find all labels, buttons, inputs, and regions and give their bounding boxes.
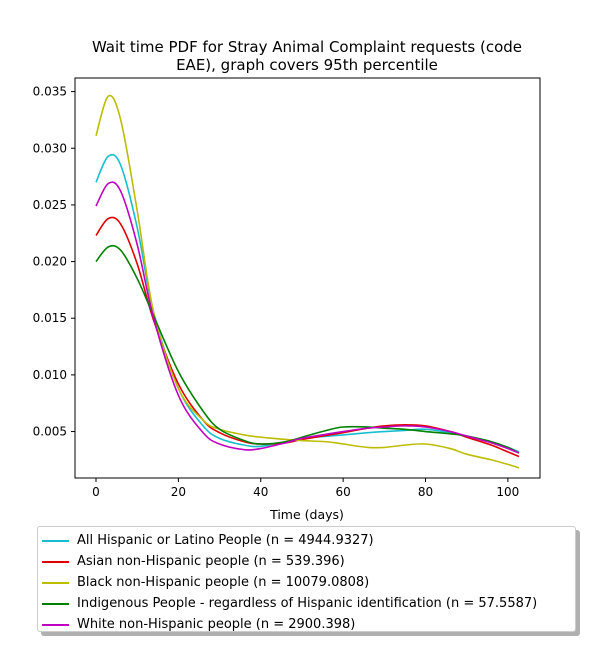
y-tick-label: 0.030 — [33, 141, 67, 155]
y-tick-label: 0.025 — [33, 198, 67, 212]
legend-item: All Hispanic or Latino People (n = 4944.… — [42, 530, 575, 551]
x-axis-ticks: 0 20 40 60 80 100 — [92, 478, 519, 499]
legend-label: All Hispanic or Latino People (n = 4944.… — [77, 533, 374, 548]
x-tick-label: 40 — [253, 485, 268, 499]
plot-area-frame — [74, 77, 541, 479]
x-tick-label: 20 — [171, 485, 186, 499]
y-tick-label: 0.010 — [33, 368, 67, 382]
series-line-2 — [95, 94, 520, 469]
legend-item: Asian non-Hispanic people (n = 539.396) — [42, 551, 575, 572]
legend-item: Black non-Hispanic people (n = 10079.080… — [42, 572, 575, 593]
chart-title-line-2: EAE), graph covers 95th percentile — [176, 56, 438, 74]
series-line-0 — [95, 153, 520, 453]
chart-legend: All Hispanic or Latino People (n = 4944.… — [37, 526, 576, 632]
legend-swatch — [42, 560, 69, 563]
legend-label: Black non-Hispanic people (n = 10079.080… — [77, 575, 370, 590]
y-tick-label: 0.015 — [33, 311, 67, 325]
y-tick-label: 0.005 — [33, 425, 67, 439]
legend-label: Indigenous People - regardless of Hispan… — [77, 596, 538, 611]
chart-title-line-1: Wait time PDF for Stray Animal Complaint… — [92, 38, 522, 56]
legend-item: White non-Hispanic people (n = 2900.398) — [42, 614, 575, 635]
legend-swatch — [42, 602, 69, 605]
y-tick-label: 0.035 — [33, 85, 67, 99]
legend-swatch — [42, 539, 69, 542]
legend-swatch — [42, 581, 69, 584]
x-tick-label: 0 — [92, 485, 100, 499]
legend-swatch — [42, 623, 69, 626]
series-line-3 — [95, 244, 520, 454]
y-tick-label: 0.020 — [33, 255, 67, 269]
x-axis-label: Time (days) — [269, 507, 344, 522]
x-tick-label: 80 — [418, 485, 433, 499]
legend-label: Asian non-Hispanic people (n = 539.396) — [77, 554, 345, 569]
series-line-4 — [95, 181, 520, 454]
x-tick-label: 100 — [496, 485, 519, 499]
legend-item: Indigenous People - regardless of Hispan… — [42, 593, 575, 614]
x-tick-label: 60 — [335, 485, 350, 499]
series-layer — [95, 94, 520, 469]
y-axis-ticks: 0.005 0.010 0.015 0.020 0.025 0.030 0.035 — [33, 85, 75, 439]
legend-label: White non-Hispanic people (n = 2900.398) — [77, 617, 356, 632]
